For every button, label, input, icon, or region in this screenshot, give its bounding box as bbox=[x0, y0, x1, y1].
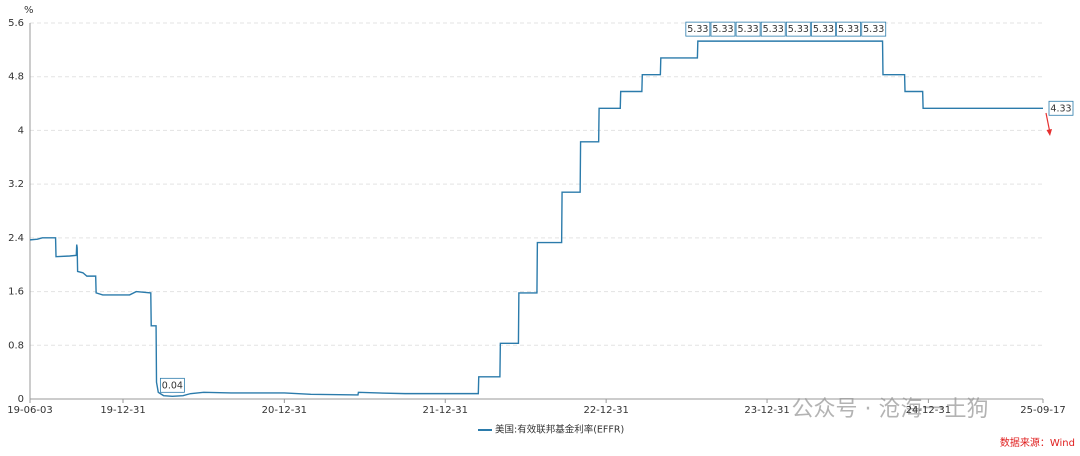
arrow-head bbox=[1046, 129, 1052, 136]
data-label-text: 5.33 bbox=[838, 24, 859, 35]
data-label-text: 4.33 bbox=[1050, 103, 1071, 114]
x-tick-label: 24-12-31 bbox=[906, 405, 951, 416]
data-label-box bbox=[735, 21, 761, 37]
y-tick-label: 3.2 bbox=[8, 179, 24, 190]
data-label: 5.33 bbox=[760, 21, 786, 37]
y-tick-label: 4 bbox=[18, 125, 24, 136]
y-unit: % bbox=[24, 5, 34, 16]
y-tick-label: 4.8 bbox=[8, 72, 24, 83]
data-label-text: 5.33 bbox=[788, 24, 809, 35]
data-label-box bbox=[159, 377, 185, 393]
data-label: 5.33 bbox=[735, 21, 761, 37]
watermark: 公众号 · 沧海一土狗 bbox=[792, 397, 989, 422]
data-label-box bbox=[1048, 100, 1074, 116]
x-tick-label: 22-12-31 bbox=[583, 405, 628, 416]
data-label-text: 5.33 bbox=[738, 24, 759, 35]
data-label: 5.33 bbox=[836, 21, 861, 37]
data-label-box bbox=[685, 21, 711, 37]
data-label: 5.33 bbox=[710, 21, 736, 37]
y-tick-label: 1.6 bbox=[8, 287, 24, 298]
x-tick-label: 25-09-17 bbox=[1020, 405, 1065, 416]
data-label: 4.33 bbox=[1048, 100, 1074, 116]
data-label: 0.04 bbox=[159, 377, 185, 393]
legend-label: 美国:有效联邦基金利率(EFFR) bbox=[495, 424, 624, 436]
data-label-box bbox=[861, 21, 887, 37]
data-label: 5.33 bbox=[685, 21, 711, 37]
data-label-box bbox=[811, 21, 836, 37]
data-label-box bbox=[710, 21, 736, 37]
y-tick-label: 5.6 bbox=[8, 18, 24, 29]
data-label: 5.33 bbox=[811, 21, 836, 37]
data-label-text: 5.33 bbox=[813, 24, 834, 35]
y-tick-label: 0.8 bbox=[8, 340, 24, 351]
source: 数据来源：Wind bbox=[1000, 436, 1075, 449]
x-tick-label: 19-06-03 bbox=[7, 405, 52, 416]
data-label-text: 5.33 bbox=[763, 24, 784, 35]
y-tick-label: 2.4 bbox=[8, 233, 24, 244]
data-label-text: 0.04 bbox=[162, 380, 183, 391]
data-label-box bbox=[760, 21, 786, 37]
data-label-text: 5.33 bbox=[863, 24, 884, 35]
x-tick-label: 23-12-31 bbox=[744, 405, 789, 416]
y-tick-label: 0 bbox=[18, 394, 24, 405]
x-tick-label: 20-12-31 bbox=[262, 405, 307, 416]
x-tick-label: 19-12-31 bbox=[100, 405, 145, 416]
line bbox=[29, 40, 1043, 398]
data-label-box bbox=[785, 21, 811, 37]
data-label: 5.33 bbox=[861, 21, 887, 37]
data-label: 5.33 bbox=[785, 21, 811, 37]
x-tick-label: 21-12-31 bbox=[423, 405, 468, 416]
data-label-text: 5.33 bbox=[712, 24, 733, 35]
data-label-text: 5.33 bbox=[687, 24, 708, 35]
data-label-box bbox=[836, 21, 861, 37]
